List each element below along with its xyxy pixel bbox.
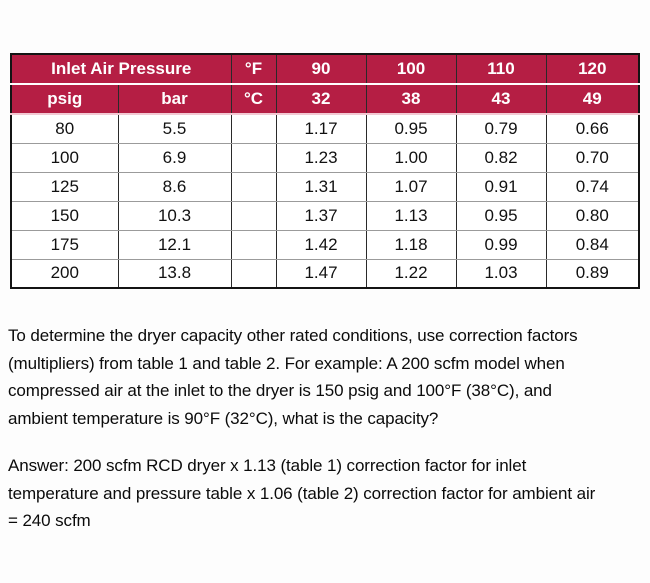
factor-cell: 0.70 bbox=[545, 142, 640, 173]
temp-c-49-header: 49 bbox=[545, 84, 640, 115]
factor-cell: 0.99 bbox=[455, 229, 547, 260]
blank-cell bbox=[230, 229, 277, 260]
factor-cell: 0.82 bbox=[455, 142, 547, 173]
factor-cell: 1.00 bbox=[365, 142, 457, 173]
factor-cell: 0.91 bbox=[455, 171, 547, 202]
factor-cell: 1.47 bbox=[275, 258, 367, 289]
capacity-answer-paragraph: Answer: 200 scfm RCD dryer x 1.13 (table… bbox=[8, 456, 596, 530]
temp-c-43-header: 43 bbox=[455, 84, 547, 115]
blank-cell bbox=[230, 113, 277, 144]
capacity-question-paragraph: To determine the dryer capacity other ra… bbox=[8, 326, 578, 428]
factor-cell: 0.80 bbox=[545, 200, 640, 231]
blank-cell bbox=[230, 171, 277, 202]
bar-cell: 10.3 bbox=[117, 200, 232, 231]
factor-cell: 0.95 bbox=[455, 200, 547, 231]
blank-cell bbox=[230, 142, 277, 173]
bar-cell: 8.6 bbox=[117, 171, 232, 202]
table-row: 150 10.3 1.37 1.13 0.95 0.80 bbox=[10, 200, 640, 231]
psig-cell: 125 bbox=[10, 171, 119, 202]
psig-cell: 100 bbox=[10, 142, 119, 173]
temp-f-90-header: 90 bbox=[275, 54, 367, 85]
table-row: 100 6.9 1.23 1.00 0.82 0.70 bbox=[10, 142, 640, 173]
table-row: 175 12.1 1.42 1.18 0.99 0.84 bbox=[10, 229, 640, 260]
factor-cell: 1.13 bbox=[365, 200, 457, 231]
bar-cell: 12.1 bbox=[117, 229, 232, 260]
correction-factor-table: Inlet Air Pressure °F 90 100 110 120 psi… bbox=[10, 53, 640, 289]
psig-cell: 150 bbox=[10, 200, 119, 231]
unit-celsius-header: °C bbox=[230, 84, 277, 115]
factor-cell: 1.03 bbox=[455, 258, 547, 289]
factor-cell: 1.23 bbox=[275, 142, 367, 173]
temp-f-100-header: 100 bbox=[365, 54, 457, 85]
factor-cell: 1.37 bbox=[275, 200, 367, 231]
blank-cell bbox=[230, 200, 277, 231]
factor-cell: 0.95 bbox=[365, 113, 457, 144]
factor-cell: 1.31 bbox=[275, 171, 367, 202]
bar-cell: 5.5 bbox=[117, 113, 232, 144]
table-row: 200 13.8 1.47 1.22 1.03 0.89 bbox=[10, 258, 640, 289]
table-header-row-temps-c: psig bar °C 32 38 43 49 bbox=[10, 84, 640, 115]
factor-cell: 0.79 bbox=[455, 113, 547, 144]
factor-cell: 1.42 bbox=[275, 229, 367, 260]
temp-f-120-header: 120 bbox=[545, 54, 640, 85]
temp-c-32-header: 32 bbox=[275, 84, 367, 115]
table-header-row-temps-f: Inlet Air Pressure °F 90 100 110 120 bbox=[10, 54, 640, 85]
factor-cell: 0.89 bbox=[545, 258, 640, 289]
factor-cell: 1.07 bbox=[365, 171, 457, 202]
bar-cell: 13.8 bbox=[117, 258, 232, 289]
factor-cell: 0.74 bbox=[545, 171, 640, 202]
psig-cell: 200 bbox=[10, 258, 119, 289]
table-row: 125 8.6 1.31 1.07 0.91 0.74 bbox=[10, 171, 640, 202]
psig-column-header: psig bbox=[10, 84, 119, 115]
factor-cell: 1.17 bbox=[275, 113, 367, 144]
table-row: 80 5.5 1.17 0.95 0.79 0.66 bbox=[10, 113, 640, 144]
blank-cell bbox=[230, 258, 277, 289]
temp-c-38-header: 38 bbox=[365, 84, 457, 115]
factor-cell: 0.84 bbox=[545, 229, 640, 260]
bar-column-header: bar bbox=[117, 84, 232, 115]
inlet-air-pressure-header: Inlet Air Pressure bbox=[10, 54, 232, 85]
unit-fahrenheit-header: °F bbox=[230, 54, 277, 85]
bar-cell: 6.9 bbox=[117, 142, 232, 173]
psig-cell: 80 bbox=[10, 113, 119, 144]
factor-cell: 0.66 bbox=[545, 113, 640, 144]
factor-cell: 1.18 bbox=[365, 229, 457, 260]
factor-cell: 1.22 bbox=[365, 258, 457, 289]
psig-cell: 175 bbox=[10, 229, 119, 260]
temp-f-110-header: 110 bbox=[455, 54, 547, 85]
